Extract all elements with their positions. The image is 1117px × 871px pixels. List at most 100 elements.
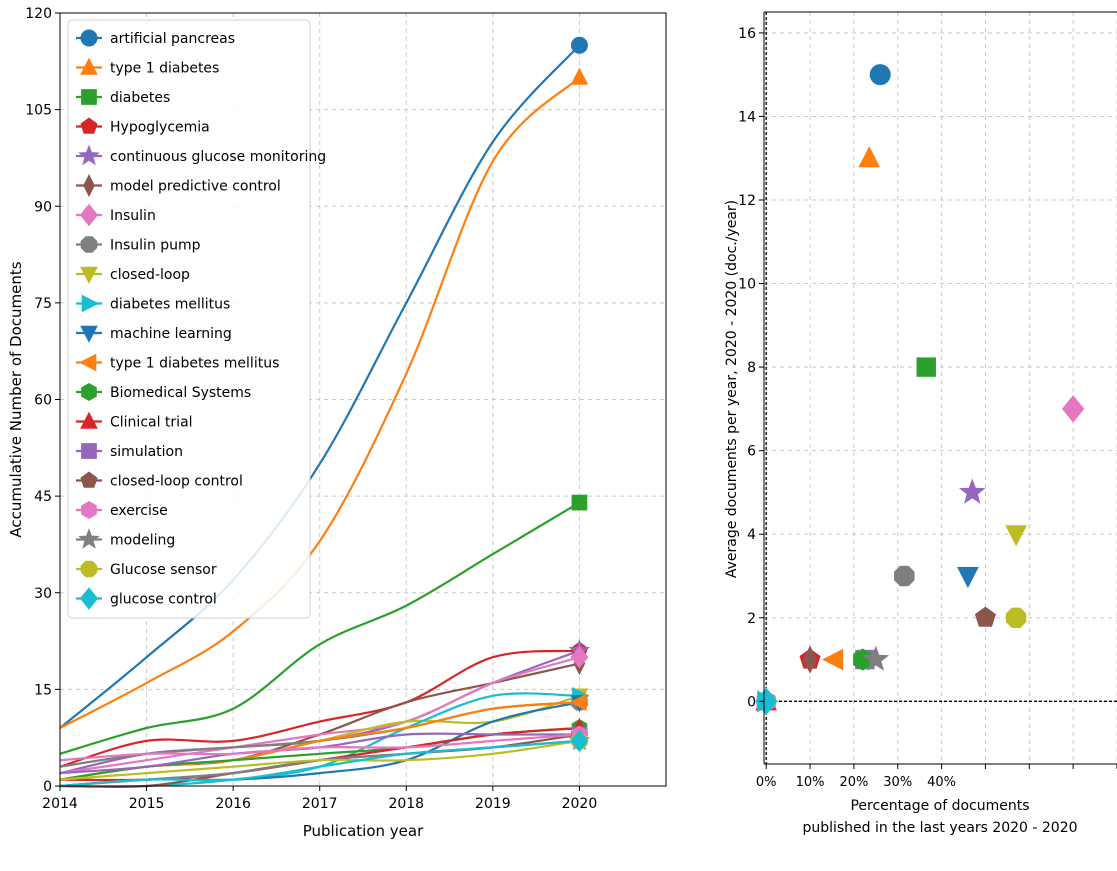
legend-label: simulation [110, 444, 183, 460]
x-tick-label: 2014 [42, 796, 78, 812]
legend-label: machine learning [110, 326, 232, 342]
legend-label: diabetes mellitus [110, 297, 230, 313]
y-axis-label: Accumulative Number of Documents [7, 261, 25, 537]
legend-marker [81, 89, 97, 105]
legend-marker [80, 236, 98, 253]
series-end-marker [570, 645, 589, 669]
legend-label: Biomedical Systems [110, 385, 251, 401]
legend-label: exercise [110, 503, 168, 519]
y-tick-label: 6 [747, 444, 756, 460]
series-end-marker [570, 729, 589, 753]
legend-marker [79, 203, 99, 227]
series-line [59, 739, 580, 788]
scatter-point [1005, 607, 1027, 628]
legend-label: modeling [110, 533, 175, 549]
x-tick-label: 2015 [129, 796, 165, 812]
legend-label: type 1 diabetes mellitus [110, 356, 279, 372]
y-tick-label: 14 [738, 109, 756, 125]
scatter-point [894, 565, 915, 587]
y-tick-label: 4 [747, 527, 756, 543]
legend-label: type 1 diabetes [110, 61, 219, 77]
legend-marker [81, 294, 99, 313]
x-tick-label: 2019 [475, 796, 511, 812]
series-end-marker [570, 36, 588, 54]
legend-label: Glucose sensor [110, 562, 217, 578]
legend-label: continuous glucose monitoring [110, 149, 326, 165]
legend-marker [80, 57, 98, 75]
legend-label: Hypoglycemia [110, 120, 210, 136]
legend-label: model predictive control [110, 179, 281, 195]
series-line [59, 733, 580, 762]
series-line [59, 739, 580, 781]
x-tick-label: 40% [927, 775, 956, 790]
legend-marker [81, 501, 97, 519]
scatter-point [1062, 395, 1085, 423]
x-axis-label: Publication year [303, 822, 424, 840]
y-tick-label: 2 [747, 611, 756, 627]
series-end-marker [569, 693, 587, 712]
x-tick-label: 2020 [562, 796, 598, 812]
y-tick-label: 30 [34, 586, 52, 602]
scatter-point [755, 687, 778, 716]
scatter-point [916, 357, 936, 377]
scatter-point [853, 648, 873, 671]
y-tick-label: 60 [34, 393, 52, 409]
x-tick-label: 30% [883, 775, 912, 790]
y-tick-label: 10 [738, 277, 756, 293]
y-tick-label: 75 [34, 296, 52, 312]
series-end-marker [571, 494, 588, 511]
x-tick-label: 2017 [302, 796, 338, 812]
y-tick-label: 0 [43, 779, 52, 795]
legend-label: closed-loop control [110, 474, 243, 490]
legend-marker [80, 560, 98, 578]
y-tick-label: 12 [738, 193, 756, 209]
legend-marker [81, 443, 97, 459]
legend-marker [80, 411, 98, 429]
x-tick-label: 2018 [388, 796, 424, 812]
series-line [59, 501, 580, 755]
legend-label: closed-loop [110, 267, 190, 283]
legend-label: diabetes [110, 90, 170, 106]
y-tick-label: 120 [25, 6, 52, 22]
legend-marker [78, 528, 100, 549]
scatter-point [974, 606, 996, 627]
right-scatter-chart: 0% 10% 20% 30% 40% 0 2 4 6 8 10 12 14 16 Percentage of… [724, 11, 1117, 836]
series-line [59, 76, 581, 729]
legend-label: Clinical trial [110, 415, 193, 431]
legend-marker [79, 587, 99, 610]
legend-label: Insulin pump [110, 238, 201, 254]
legend-marker [80, 325, 98, 343]
legend: artificial pancreas type 1 diabetes diabet… [67, 19, 326, 619]
scatter-point [858, 146, 881, 168]
scatter-point [959, 478, 986, 504]
legend-label: artificial pancreas [110, 31, 235, 47]
scatter-point [862, 645, 890, 671]
x-tick-label: 20% [839, 775, 868, 790]
left-line-chart: 2014 2015 2016 2017 2018 2019 2020 0 15 30 45 60 75 9… [7, 6, 667, 840]
legend-label: Insulin [110, 208, 156, 224]
x-axis-label-line1: Percentage of documents [850, 798, 1029, 814]
x-tick-label: 10% [796, 775, 825, 790]
y-tick-label: 15 [34, 682, 52, 698]
y-tick-label: 45 [34, 489, 52, 505]
legend-box [67, 19, 311, 619]
y-axis-label: Average documents per year, 2020 - 2020 … [724, 200, 740, 578]
y-tick-label: 105 [25, 103, 52, 119]
y-tick-label: 90 [34, 199, 52, 215]
series-line [59, 44, 581, 729]
y-tick-label: 16 [738, 26, 756, 42]
legend-label: glucose control [110, 592, 217, 608]
x-axis-label-line2: published in the last years 2020 - 2020 [802, 820, 1077, 836]
series-line [59, 649, 580, 768]
legend-marker [79, 353, 97, 372]
legend-marker [78, 144, 100, 166]
scatter-point [1005, 525, 1027, 547]
series-line [59, 656, 580, 775]
x-tick-label: 2016 [215, 796, 251, 812]
x-tick-label: 0% [756, 775, 777, 790]
legend-marker [80, 266, 98, 284]
legend-marker [83, 173, 95, 198]
y-tick-label: 8 [747, 360, 756, 376]
scatter-point [802, 645, 818, 674]
